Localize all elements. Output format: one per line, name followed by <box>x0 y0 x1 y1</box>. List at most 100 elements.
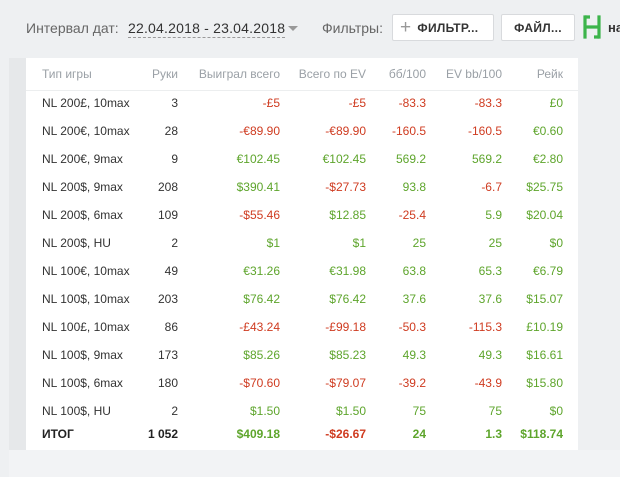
rake-cell: $25.75 <box>526 180 563 194</box>
won-cell: -£5 <box>262 96 280 110</box>
table-row[interactable]: NL 100$, HU 2 $1.50 $1.50 75 75 $0 <box>26 397 578 425</box>
hands-cell: 109 <box>157 208 178 222</box>
bb100-cell: -39.2 <box>398 376 426 390</box>
bb100-cell: 569.2 <box>395 152 426 166</box>
add-filter-label: ФИЛЬТР... <box>417 20 479 35</box>
evbb100-cell: 5.9 <box>485 208 502 222</box>
evbb100-cell: 65.3 <box>478 264 502 278</box>
col-header-hands[interactable]: Руки <box>152 67 178 81</box>
table-row[interactable]: NL 100$, 6max 180 -$70.60 -$79.07 -39.2 … <box>26 369 578 397</box>
bottom-strip <box>9 450 620 477</box>
rake-cell: $20.04 <box>526 208 563 222</box>
table-row[interactable]: NL 200£, 10max 3 -£5 -£5 -83.3 -83.3 £0 <box>26 89 578 117</box>
bb100-cell: -50.3 <box>398 320 426 334</box>
table-row[interactable]: NL 200$, 6max 109 -$55.46 $12.85 -25.4 5… <box>26 201 578 229</box>
game-type: NL 100$, 9max <box>42 348 123 362</box>
evbb100-cell: -160.5 <box>467 124 502 138</box>
table-row[interactable]: NL 200$, 9max 208 $390.41 -$27.73 93.8 -… <box>26 173 578 201</box>
table-row[interactable]: NL 100€, 10max 49 €31.26 €31.98 63.8 65.… <box>26 257 578 285</box>
won-cell: -€89.90 <box>239 124 280 138</box>
hands-cell: 28 <box>164 124 178 138</box>
ev-cell: -£5 <box>348 96 366 110</box>
hands-cell: 3 <box>171 96 178 110</box>
bb100-cell: 63.8 <box>402 264 426 278</box>
ev-cell: $85.23 <box>329 348 366 362</box>
hands-cell: 49 <box>164 264 178 278</box>
total-bb100: 24 <box>412 427 426 441</box>
won-cell: $76.42 <box>243 292 280 306</box>
col-header-bb100[interactable]: бб/100 <box>388 67 426 81</box>
won-cell: -£43.24 <box>239 320 280 334</box>
toolbar: Интервал дат: 22.04.2018 - 23.04.2018 Фи… <box>0 0 620 56</box>
hands-cell: 203 <box>157 292 178 306</box>
total-row: ИТОГ 1 052 $409.18 -$26.67 24 1.3 $118.7… <box>26 420 578 448</box>
stats-table: Тип игры Руки Выиграл всего Всего по EV … <box>26 58 578 450</box>
date-interval-label: Интервал дат: <box>26 20 119 36</box>
evbb100-cell: -43.9 <box>474 376 502 390</box>
bb100-cell: 49.3 <box>402 348 426 362</box>
bb100-cell: 25 <box>412 236 426 250</box>
col-header-game[interactable]: Тип игры <box>42 67 92 81</box>
hands-cell: 208 <box>157 180 178 194</box>
hands-cell: 2 <box>171 404 178 418</box>
total-won: $409.18 <box>236 427 280 441</box>
rake-cell: $0 <box>549 404 563 418</box>
col-header-won[interactable]: Выиграл всего <box>198 67 280 81</box>
table-row[interactable]: NL 100$, 10max 203 $76.42 $76.42 37.6 37… <box>26 285 578 313</box>
evbb100-cell: 37.6 <box>478 292 502 306</box>
bb100-cell: -83.3 <box>398 96 426 110</box>
file-button-label: ФАЙЛ... <box>514 20 562 35</box>
won-cell: -$55.46 <box>239 208 280 222</box>
plus-icon: + <box>400 17 412 38</box>
col-header-rake[interactable]: Рейк <box>536 67 563 81</box>
game-type: NL 100$, HU <box>42 404 111 418</box>
file-button[interactable]: ФАЙЛ... <box>501 14 575 41</box>
right-side-strip <box>578 58 620 477</box>
ev-cell: -$27.73 <box>325 180 366 194</box>
evbb100-cell: 569.2 <box>471 152 502 166</box>
bb100-cell: 75 <box>412 404 426 418</box>
won-cell: €102.45 <box>236 152 280 166</box>
game-type: NL 100£, 10max <box>42 320 130 334</box>
bb100-cell: 93.8 <box>402 180 426 194</box>
hands-cell: 86 <box>164 320 178 334</box>
ev-cell: €102.45 <box>322 152 366 166</box>
table-row[interactable]: NL 200€, 10max 28 -€89.90 -€89.90 -160.5… <box>26 117 578 145</box>
brand-logo-icon[interactable] <box>582 14 602 40</box>
caret-down-icon[interactable] <box>288 26 298 31</box>
won-cell: €31.26 <box>243 264 280 278</box>
left-side-strip <box>9 58 26 477</box>
col-header-evbb100[interactable]: EV bb/100 <box>445 67 502 81</box>
hands-cell: 180 <box>157 376 178 390</box>
evbb100-cell: 75 <box>488 404 502 418</box>
game-type: NL 200$, 9max <box>42 180 123 194</box>
date-range-picker[interactable]: 22.04.2018 - 23.04.2018 <box>128 20 286 38</box>
game-type: NL 200$, HU <box>42 236 111 250</box>
game-type: NL 100$, 10max <box>42 292 130 306</box>
won-cell: $1.50 <box>249 404 280 418</box>
evbb100-cell: 49.3 <box>478 348 502 362</box>
add-filter-button[interactable]: + ФИЛЬТР... <box>392 14 494 41</box>
hands-cell: 2 <box>171 236 178 250</box>
bb100-cell: -25.4 <box>398 208 426 222</box>
table-row[interactable]: NL 200€, 9max 9 €102.45 €102.45 569.2 56… <box>26 145 578 173</box>
game-type: NL 200$, 6max <box>42 208 123 222</box>
rake-cell: $16.61 <box>526 348 563 362</box>
table-row[interactable]: NL 200$, HU 2 $1 $1 25 25 $0 <box>26 229 578 257</box>
game-type: NL 100€, 10max <box>42 264 130 278</box>
col-header-ev[interactable]: Всего по EV <box>298 67 366 81</box>
table-row[interactable]: NL 100£, 10max 86 -£43.24 -£99.18 -50.3 … <box>26 313 578 341</box>
ev-cell: $76.42 <box>329 292 366 306</box>
filters-label: Фильтры: <box>322 20 383 36</box>
ev-cell: $1 <box>352 236 366 250</box>
rake-cell: £10.19 <box>526 320 563 334</box>
evbb100-cell: -83.3 <box>474 96 502 110</box>
evbb100-cell: 25 <box>488 236 502 250</box>
ev-cell: -€89.90 <box>325 124 366 138</box>
game-type: NL 200£, 10max <box>42 96 130 110</box>
total-evbb100: 1.3 <box>485 427 502 441</box>
game-type: NL 200€, 10max <box>42 124 130 138</box>
table-row[interactable]: NL 100$, 9max 173 $85.26 $85.23 49.3 49.… <box>26 341 578 369</box>
hands-cell: 9 <box>171 152 178 166</box>
table-header: Тип игры Руки Выиграл всего Всего по EV … <box>26 60 578 91</box>
